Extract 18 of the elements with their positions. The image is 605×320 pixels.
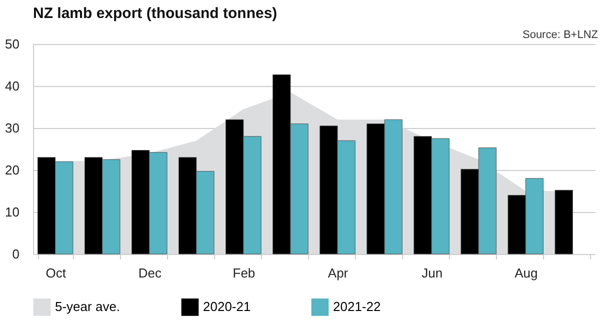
bar <box>554 190 573 254</box>
x-tick-label: Apr <box>328 266 349 280</box>
y-tick-label: 30 <box>5 120 20 136</box>
x-tick-label: Aug <box>514 266 538 280</box>
y-tick-label: 10 <box>5 204 20 220</box>
y-tick-label: 0 <box>12 246 20 262</box>
legend-label: 2021-22 <box>333 299 381 314</box>
y-tick-label: 20 <box>5 162 20 178</box>
y-tick-label: 40 <box>5 78 20 94</box>
chart-title: NZ lamb export (thousand tonnes) <box>33 5 278 22</box>
source-note: Source: B+LNZ <box>522 29 598 41</box>
x-tick-label: Dec <box>138 266 162 280</box>
x-tick-label: Oct <box>46 266 66 280</box>
legend-label: 2020-21 <box>203 299 251 314</box>
y-tick-label: 50 <box>5 36 20 52</box>
x-tick-label: Feb <box>232 266 256 280</box>
x-tick-label: Jun <box>422 266 443 280</box>
legend-label: 5-year ave. <box>55 299 120 314</box>
